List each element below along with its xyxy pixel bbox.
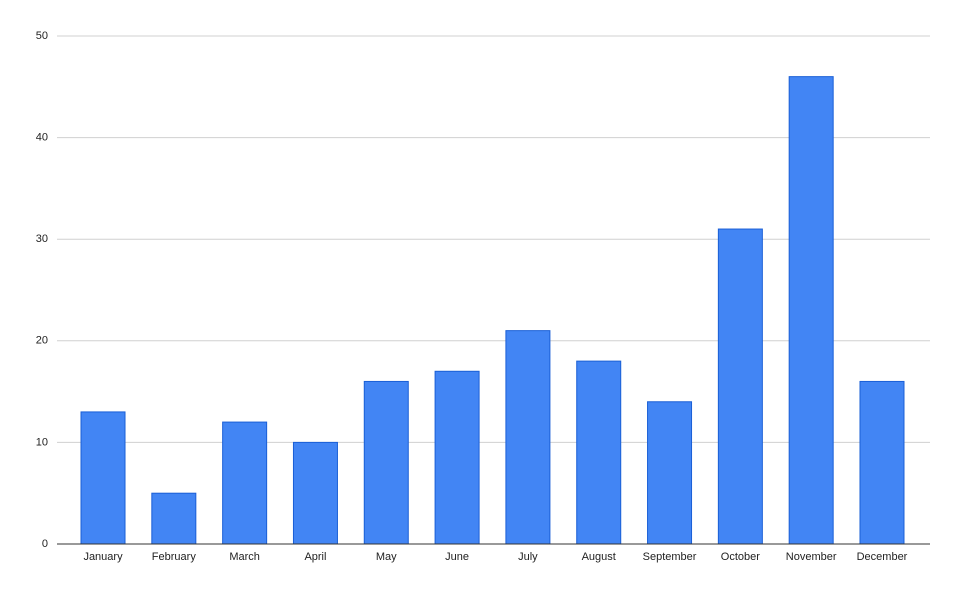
x-tick-label: May bbox=[376, 551, 397, 563]
x-tick-label: February bbox=[152, 551, 197, 563]
y-tick-label: 20 bbox=[36, 335, 48, 347]
y-tick-label: 30 bbox=[36, 233, 48, 245]
x-tick-label: June bbox=[445, 551, 469, 563]
x-tick-label: January bbox=[83, 551, 123, 563]
bar bbox=[788, 76, 834, 545]
x-tick-label: December bbox=[857, 551, 908, 563]
bar bbox=[222, 421, 268, 545]
x-tick-label: October bbox=[721, 551, 760, 563]
x-tick-label: April bbox=[304, 551, 326, 563]
bar bbox=[505, 330, 551, 545]
y-tick-label: 50 bbox=[36, 30, 48, 42]
bar bbox=[434, 370, 480, 545]
bar bbox=[859, 380, 905, 545]
bar bbox=[292, 441, 338, 545]
bar bbox=[576, 360, 622, 545]
bar bbox=[717, 228, 763, 545]
bar bbox=[80, 411, 126, 545]
bar bbox=[151, 492, 197, 545]
y-tick-label: 10 bbox=[36, 436, 48, 448]
y-tick-label: 0 bbox=[42, 538, 48, 550]
x-tick-label: March bbox=[229, 551, 260, 563]
x-tick-label: July bbox=[518, 551, 538, 563]
bar bbox=[647, 401, 693, 545]
x-tick-label: September bbox=[643, 551, 697, 563]
x-tick-label: August bbox=[582, 551, 616, 563]
y-tick-label: 40 bbox=[36, 132, 48, 144]
bar bbox=[363, 380, 409, 545]
x-tick-label: November bbox=[786, 551, 837, 563]
